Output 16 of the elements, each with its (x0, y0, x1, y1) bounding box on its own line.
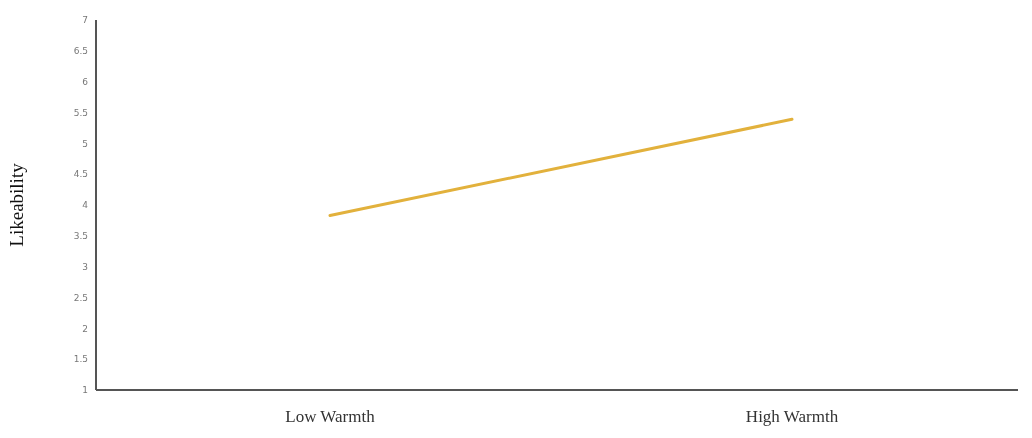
y-tick-label: 5 (82, 138, 88, 149)
y-tick-label: 3 (82, 261, 88, 272)
y-tick-label: 6 (82, 76, 89, 87)
y-tick-label: 5.5 (73, 107, 88, 118)
x-tick-label: High Warmth (745, 407, 839, 427)
y-axis-title: Likeability (5, 162, 27, 247)
y-tick-label: 4 (82, 200, 89, 211)
y-tick-label: 2 (82, 323, 88, 334)
y-tick-label: 3.5 (73, 231, 88, 242)
y-tick-label: 2.5 (73, 292, 88, 303)
y-tick-label: 6.5 (73, 46, 88, 57)
y-tick-label: 4.5 (73, 169, 88, 180)
y-tick-label: 1 (82, 385, 88, 396)
x-tick-label: Low Warmth (285, 407, 376, 427)
y-tick-label: 1.5 (73, 354, 88, 365)
y-tick-label: 7 (82, 15, 88, 26)
